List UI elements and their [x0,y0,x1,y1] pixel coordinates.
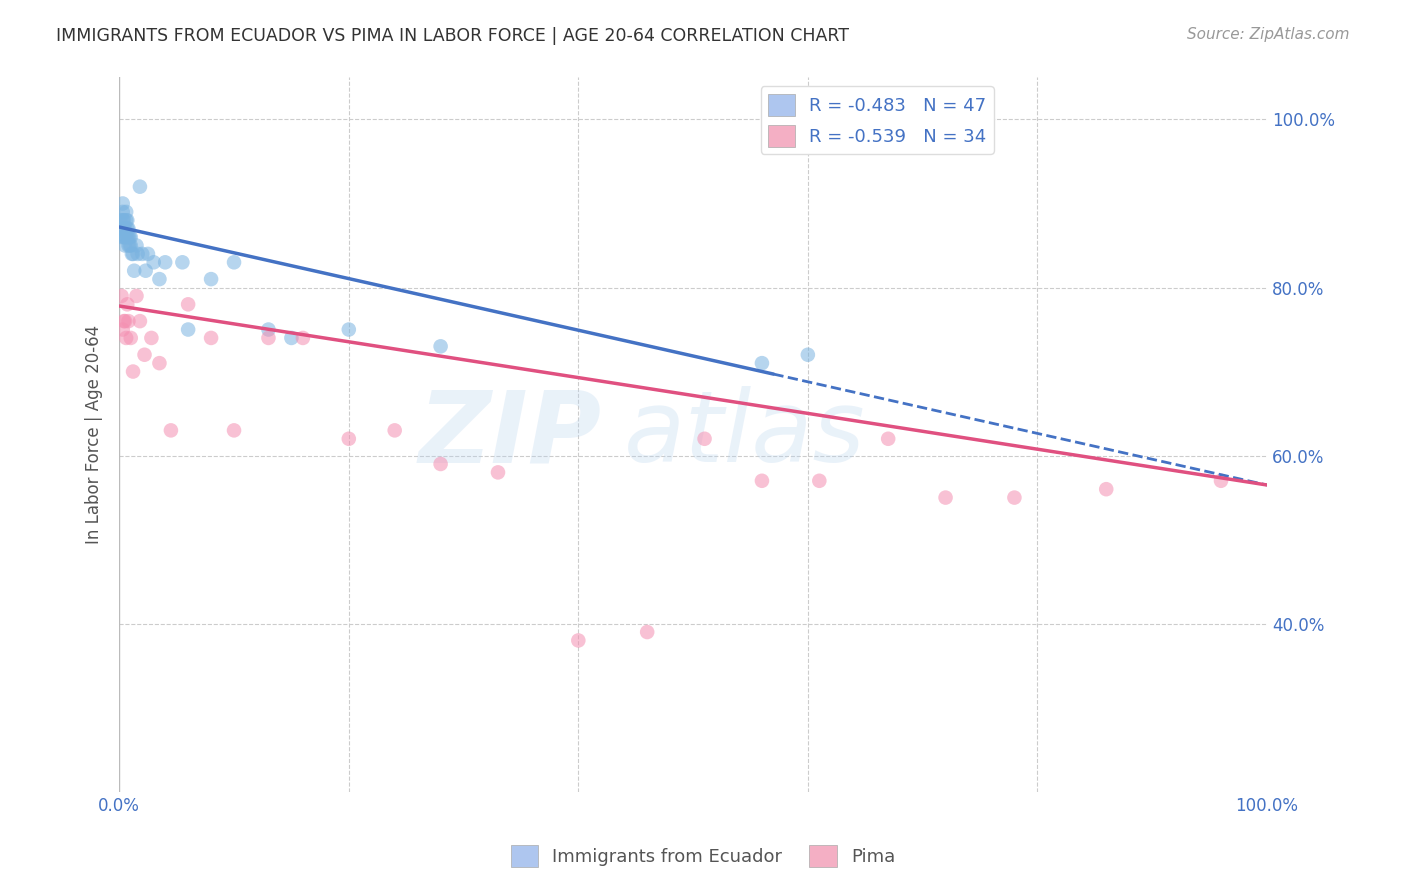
Point [122,263,145,277]
Point [111,213,134,227]
Point [120,238,142,252]
Point [257,322,280,336]
Point [117,297,139,311]
Point [134,348,156,362]
Point [117,238,139,252]
Point [117,230,139,244]
Text: Source: ZipAtlas.com: Source: ZipAtlas.com [1187,27,1350,42]
Point [112,230,135,244]
Point [337,322,360,336]
Point [114,221,136,235]
Point [118,230,141,244]
Point [120,230,142,244]
Point [877,432,900,446]
Point [797,348,820,362]
Point [136,247,159,261]
Point [115,331,138,345]
Point [114,238,136,252]
Point [117,230,139,244]
Point [222,255,245,269]
Point [125,238,148,252]
Point [148,272,170,286]
Point [111,196,134,211]
Point [935,491,957,505]
Point [129,179,152,194]
Point [129,314,152,328]
Point [115,230,138,244]
Point [111,322,134,336]
Legend: Immigrants from Ecuador, Pima: Immigrants from Ecuador, Pima [503,838,903,874]
Point [1002,491,1025,505]
Point [122,247,145,261]
Point [141,331,163,345]
Point [117,221,139,235]
Point [127,247,149,261]
Point [153,255,176,269]
Text: ZIP: ZIP [418,386,602,483]
Point [291,331,314,345]
Point [110,221,132,235]
Point [1209,474,1232,488]
Point [636,625,658,640]
Point [111,205,134,219]
Point [808,474,831,488]
Point [110,289,132,303]
Legend: R = -0.483   N = 47, R = -0.539   N = 34: R = -0.483 N = 47, R = -0.539 N = 34 [761,87,994,154]
Point [160,423,183,437]
Point [120,331,142,345]
Point [112,314,135,328]
Point [429,457,451,471]
Point [117,314,139,328]
Point [112,221,135,235]
Point [257,331,280,345]
Point [177,322,200,336]
Point [110,213,132,227]
Point [567,633,589,648]
Point [114,230,136,244]
Text: atlas: atlas [624,386,866,483]
Point [115,213,138,227]
Point [200,331,222,345]
Point [117,221,139,235]
Point [384,423,406,437]
Point [114,314,136,328]
Text: IMMIGRANTS FROM ECUADOR VS PIMA IN LABOR FORCE | AGE 20-64 CORRELATION CHART: IMMIGRANTS FROM ECUADOR VS PIMA IN LABOR… [56,27,849,45]
Point [280,331,302,345]
Point [200,272,222,286]
Y-axis label: In Labor Force | Age 20-64: In Labor Force | Age 20-64 [86,325,103,544]
Point [1095,482,1118,496]
Point [222,423,245,437]
Point [177,297,200,311]
Point [115,205,138,219]
Point [122,365,145,379]
Point [118,238,141,252]
Point [117,213,139,227]
Point [337,432,360,446]
Point [751,356,773,370]
Point [148,356,170,370]
Point [486,466,509,480]
Point [693,432,716,446]
Point [125,289,148,303]
Point [131,247,153,261]
Point [751,474,773,488]
Point [110,230,132,244]
Point [121,247,143,261]
Point [172,255,194,269]
Point [135,263,157,277]
Point [142,255,165,269]
Point [112,213,135,227]
Point [429,339,451,353]
